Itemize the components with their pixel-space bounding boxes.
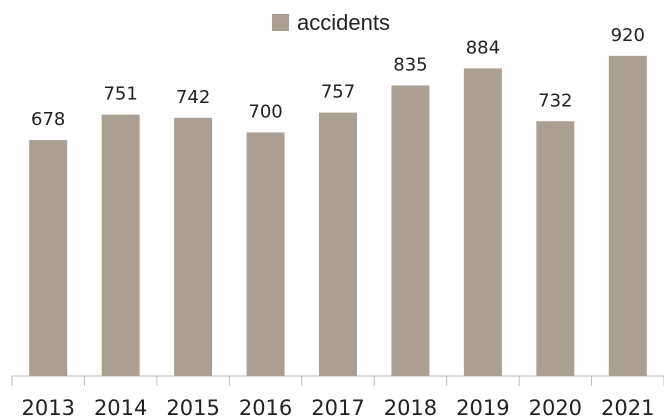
bar: [29, 140, 68, 376]
legend-swatch: [272, 14, 289, 31]
bar: [101, 114, 140, 376]
x-tick-label: 2016: [239, 396, 292, 420]
bar: [463, 68, 502, 377]
x-tick-label: 2018: [384, 396, 437, 420]
value-label: 757: [321, 82, 355, 103]
bar: [608, 55, 647, 377]
x-tick-label: 2021: [601, 396, 654, 420]
value-label: 751: [103, 84, 137, 105]
x-tick-label: 2019: [456, 396, 509, 420]
x-tick-label: 2017: [311, 396, 364, 420]
bar: [319, 112, 357, 377]
value-label: 678: [31, 109, 65, 130]
value-label: 700: [248, 101, 282, 122]
value-label: 835: [393, 54, 427, 75]
value-label: 920: [611, 25, 645, 46]
bar: [391, 85, 430, 377]
legend-label: accidents: [297, 10, 390, 35]
bar: [174, 117, 213, 376]
bar: [536, 121, 575, 376]
x-tick-label: 2015: [166, 396, 219, 420]
x-tick-label: 2013: [21, 396, 74, 420]
bar: [246, 132, 285, 376]
x-tick-label: 2014: [94, 396, 147, 420]
value-label: 884: [466, 37, 500, 58]
x-tick-label: 2020: [529, 396, 582, 420]
value-label: 742: [176, 87, 210, 108]
value-label: 732: [538, 90, 572, 111]
